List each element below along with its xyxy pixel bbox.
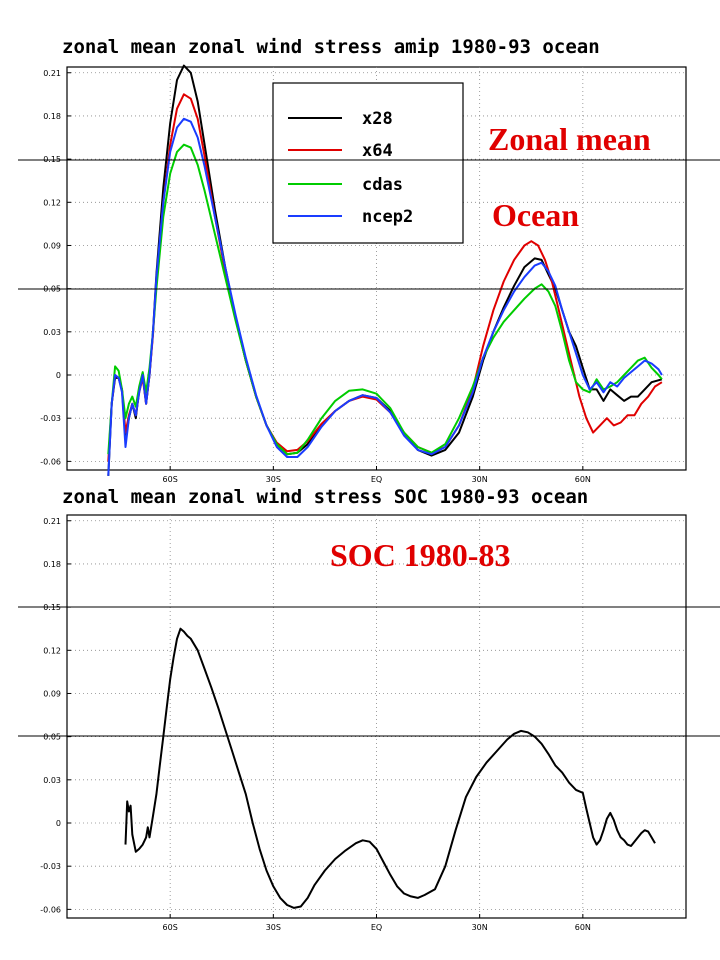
series-line-soc xyxy=(124,627,656,909)
x-tick-label: 30S xyxy=(266,923,281,932)
chart-top-title: zonal mean zonal wind stress amip 1980-9… xyxy=(62,36,600,58)
x-tick-label: 60N xyxy=(575,475,591,484)
y-tick-label: 0 xyxy=(56,371,61,380)
y-tick-label: 0 xyxy=(56,819,61,828)
chart-top-x-axis: 60S 30S EQ 30N 60N xyxy=(163,466,591,484)
chart-bottom-series xyxy=(124,627,656,909)
chart-top-y-axis: 0.210.180.150.120.090.050.030-0.03-0.06 xyxy=(40,69,71,466)
y-tick-label: 0.05 xyxy=(43,733,61,742)
chart-top: zonal mean zonal wind stress amip 1980-9… xyxy=(18,36,720,484)
y-tick-label: 0.18 xyxy=(43,560,61,569)
legend-label-x28: x28 xyxy=(362,109,393,129)
x-tick-label: 30S xyxy=(266,475,281,484)
x-tick-label: EQ xyxy=(371,475,382,484)
y-tick-label: 0.12 xyxy=(43,646,61,655)
y-tick-label: 0.03 xyxy=(43,776,61,785)
y-tick-label: 0.18 xyxy=(43,112,61,121)
chart-bottom: zonal mean zonal wind stress SOC 1980-93… xyxy=(18,486,720,932)
y-tick-label: 0.12 xyxy=(43,198,61,207)
legend-label-x64: x64 xyxy=(362,141,393,161)
x-tick-label: 60S xyxy=(163,923,178,932)
annotation-soc: SOC 1980-83 xyxy=(330,537,510,573)
chart-bottom-title: zonal mean zonal wind stress SOC 1980-93… xyxy=(62,486,588,508)
chart-top-legend: x28 x64 cdas ncep2 xyxy=(272,82,464,244)
annotation-ocean: Ocean xyxy=(492,197,579,233)
legend-label-ncep2: ncep2 xyxy=(362,207,413,227)
chart-top-series xyxy=(107,64,663,476)
y-tick-label: -0.06 xyxy=(40,457,61,466)
chart-bottom-x-axis: 60S 30S EQ 30N 60N xyxy=(163,914,591,932)
chart-bottom-y-axis: 0.21 0.18 0.15 0.12 0.09 0.05 0.03 0 -0.03 -0.06 xyxy=(40,517,71,914)
y-tick-label: -0.06 xyxy=(40,905,61,914)
y-tick-label: 0.15 xyxy=(43,603,61,612)
x-tick-label: 60S xyxy=(163,475,178,484)
y-tick-label: 0.21 xyxy=(43,69,61,78)
annotation-zonal-mean: Zonal mean xyxy=(488,121,651,157)
series-line-ncep2 xyxy=(107,117,663,476)
x-tick-label: 60N xyxy=(575,923,591,932)
y-tick-label: 0.09 xyxy=(43,241,61,250)
y-tick-label: -0.03 xyxy=(40,414,61,423)
x-tick-label: 30N xyxy=(472,923,488,932)
y-tick-label: 0.21 xyxy=(43,517,61,526)
y-tick-label: 0.03 xyxy=(43,328,61,337)
legend-label-cdas: cdas xyxy=(362,175,403,195)
x-tick-label: 30N xyxy=(472,475,488,484)
series-line-cdas xyxy=(107,143,663,456)
x-tick-label: EQ xyxy=(371,923,382,932)
y-tick-label: 0.09 xyxy=(43,689,61,698)
y-tick-label: -0.03 xyxy=(40,862,61,871)
